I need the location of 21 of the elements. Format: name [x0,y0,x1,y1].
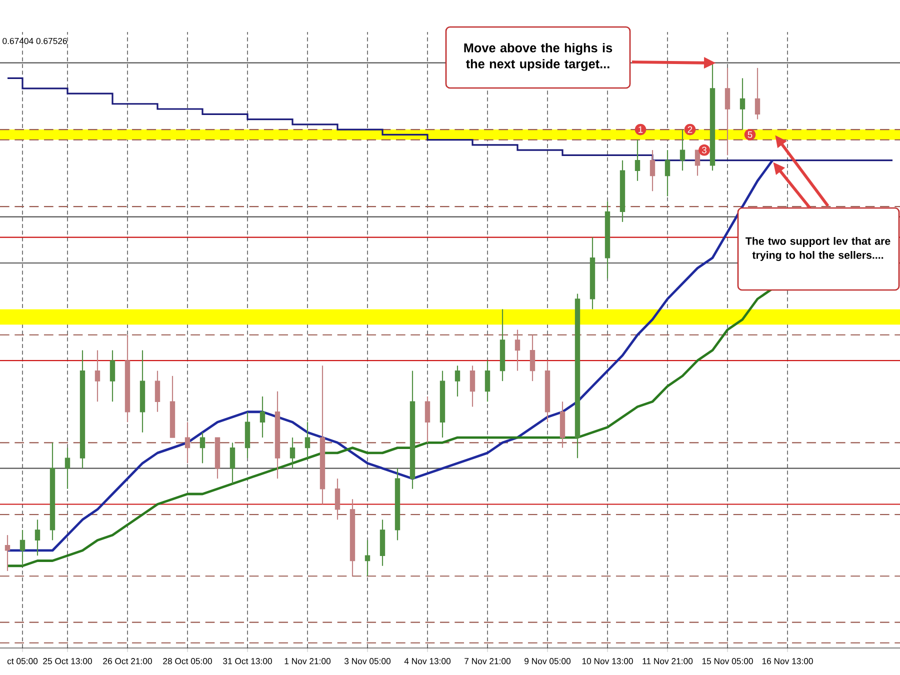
x-tick-label: 26 Oct 21:00 [103,658,152,664]
x-tick-label: 16 Nov 13:00 [762,658,813,664]
x-tick-label: 11 Nov 21:00 [642,658,693,664]
x-tick-label: 7 Nov 21:00 [464,658,511,664]
text: 0.67404 0.67526 [2,38,67,44]
annotation: 3 [702,146,706,154]
annotation: Move above the highs is the next upside target... [464,43,612,71]
x-tick-label: 1 Nov 21:00 [284,658,331,664]
x-tick-label: ct 05:00 [7,658,38,664]
x-tick-label: 25 Oct 13:00 [43,658,92,664]
annotation: 5 [748,131,752,138]
annotation: 1 [638,126,643,133]
x-tick-label: 3 Nov 05:00 [344,658,391,664]
x-tick-label: 31 Oct 13:00 [223,658,272,664]
x-tick-label: 10 Nov 13:00 [582,658,633,664]
x-tick-label: 9 Nov 05:00 [524,658,571,664]
annotation: 2 [688,126,692,133]
annotation: The two support lev that are trying to hol the sellers.... [746,237,890,261]
x-tick-label: 28 Oct 05:00 [163,658,212,664]
x-tick-label: 4 Nov 13:00 [404,658,451,664]
x-tick-label: 15 Nov 05:00 [702,658,753,664]
